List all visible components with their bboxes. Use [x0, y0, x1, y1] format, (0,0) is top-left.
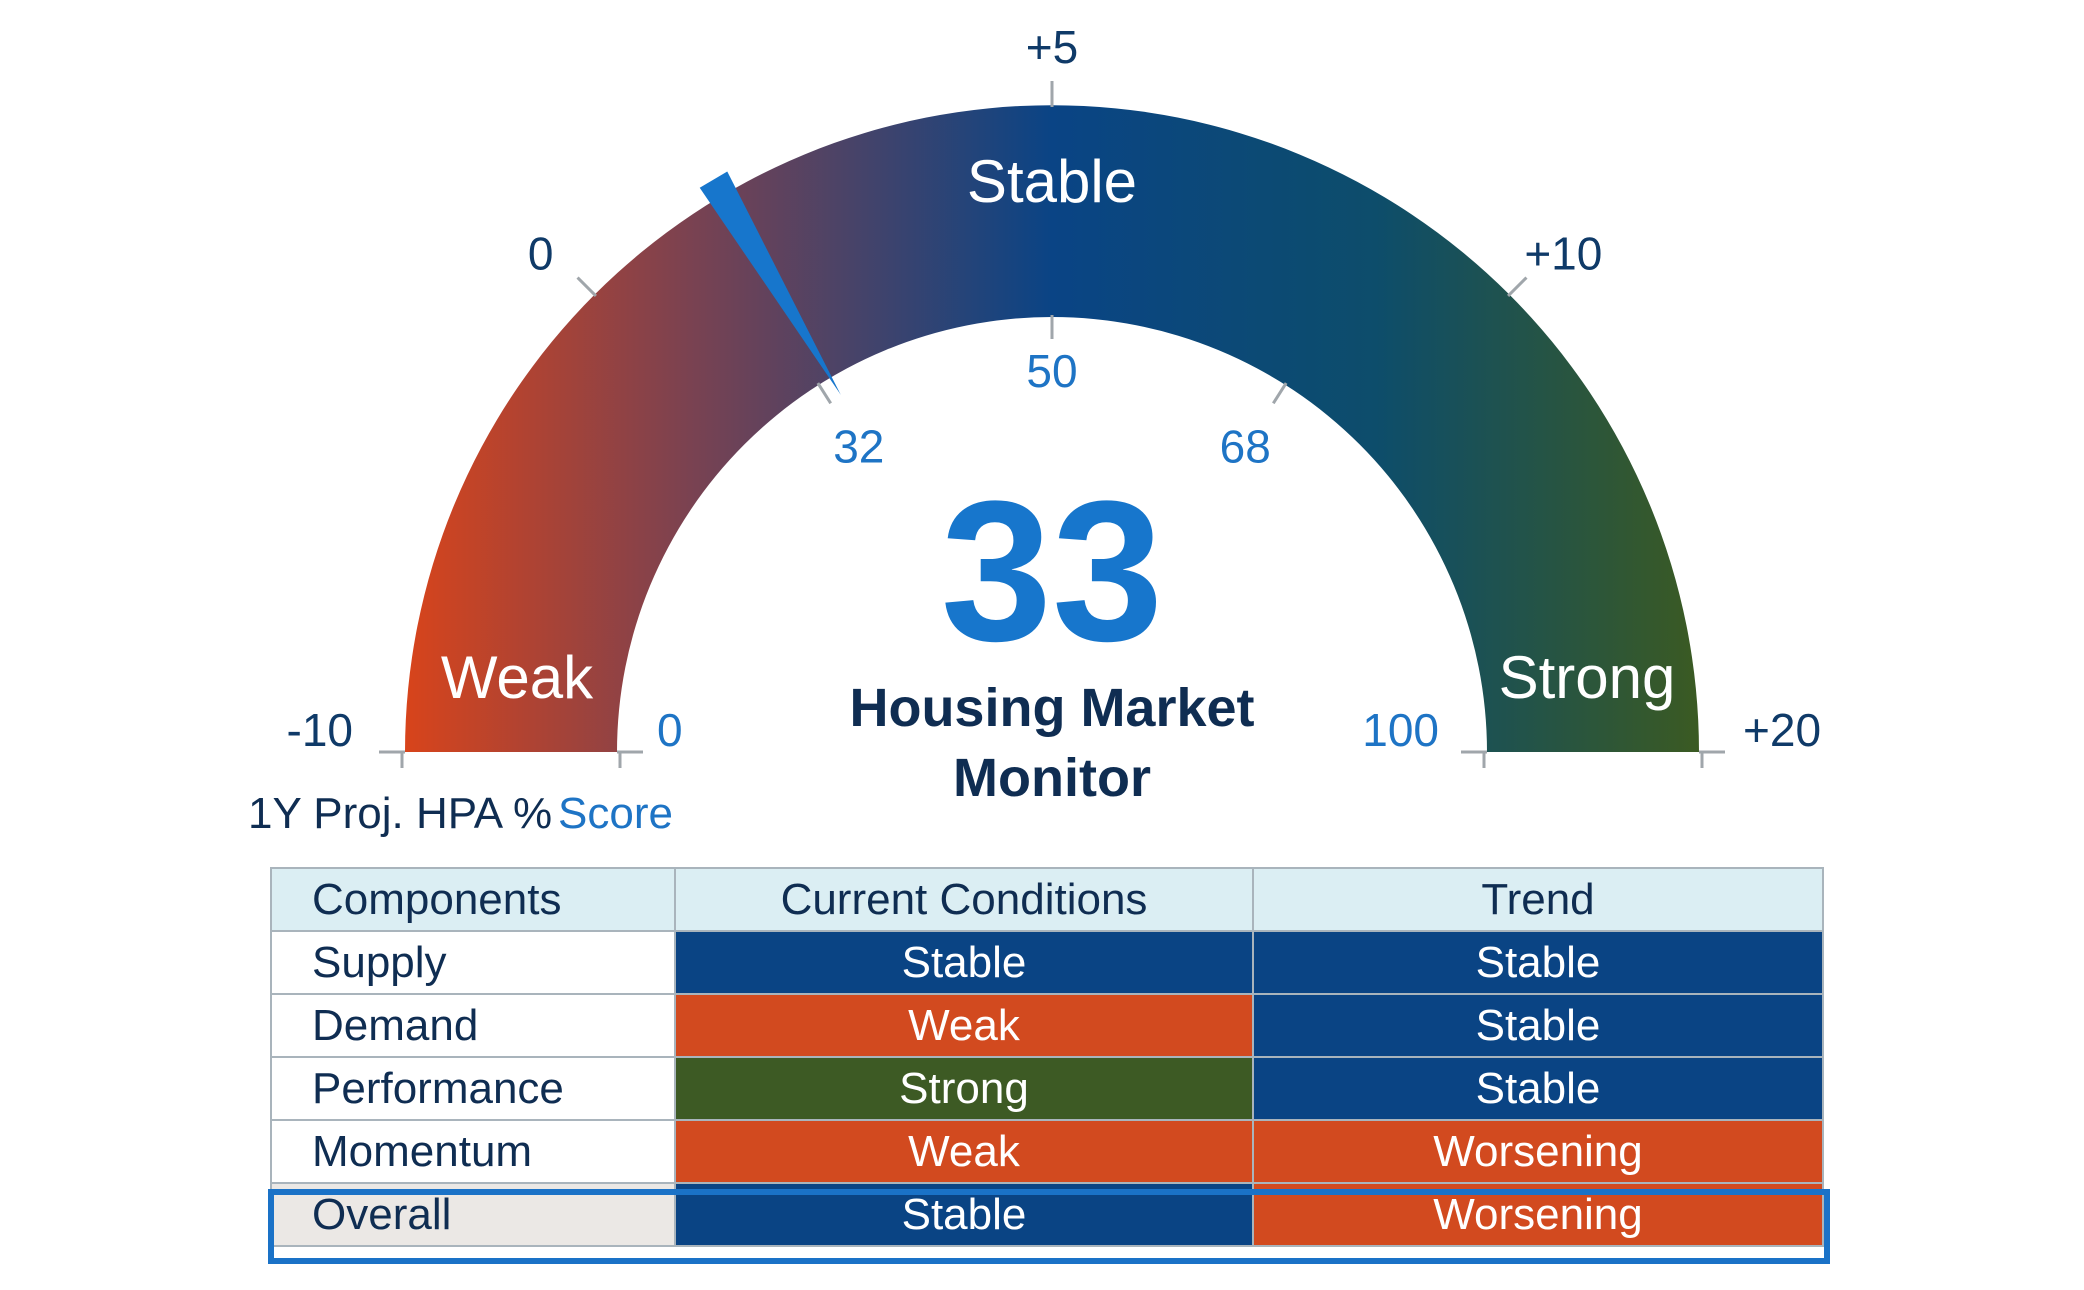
- score-axis-label: Score: [558, 789, 673, 838]
- score-tick-label: 68: [1220, 421, 1271, 473]
- hpa-tick-label: 0: [528, 227, 554, 279]
- table-row-overall: Overall Stable Worsening: [270, 1182, 1824, 1247]
- zone-label-strong: Strong: [1499, 644, 1676, 711]
- gauge-arc: [405, 105, 1699, 752]
- score-value: 33: [941, 460, 1163, 683]
- hpa-tick-label: -10: [287, 704, 353, 756]
- score-tick: [1272, 382, 1288, 405]
- zone-label-weak: Weak: [441, 644, 594, 711]
- trend-cell: Worsening: [1252, 1182, 1824, 1247]
- header-trend: Trend: [1252, 867, 1824, 932]
- trend-cell: Stable: [1252, 1056, 1824, 1121]
- score-tick-label: 50: [1026, 345, 1077, 397]
- component-cell: Momentum: [270, 1119, 676, 1184]
- current-condition-cell: Stable: [674, 1182, 1254, 1247]
- components-table: Components Current Conditions Trend Supp…: [270, 867, 1824, 1247]
- hpa-tick-label: +5: [1026, 21, 1078, 73]
- gauge-zone-labels: Weak Stable Strong: [441, 148, 1676, 711]
- hpa-axis-label: 1Y Proj. HPA %: [248, 789, 552, 838]
- gauge-tick-labels: -10 0 +5 +10 +20 0 32 50 68 100: [287, 21, 1822, 756]
- current-condition-cell: Weak: [674, 1119, 1254, 1184]
- score-tick-label: 0: [657, 704, 683, 756]
- table-row: Momentum Weak Worsening: [270, 1119, 1824, 1184]
- current-condition-cell: Weak: [674, 993, 1254, 1058]
- table-row: Demand Weak Stable: [270, 993, 1824, 1058]
- header-components: Components: [270, 867, 676, 932]
- gauge-title: Housing Market Monitor: [849, 678, 1254, 808]
- trend-cell: Stable: [1252, 930, 1824, 995]
- trend-cell: Worsening: [1252, 1119, 1824, 1184]
- score-tick: [816, 382, 832, 405]
- score-tick-label: 32: [833, 421, 884, 473]
- current-condition-cell: Strong: [674, 1056, 1254, 1121]
- header-current-conditions: Current Conditions: [674, 867, 1254, 932]
- component-cell: Performance: [270, 1056, 676, 1121]
- current-condition-cell: Stable: [674, 930, 1254, 995]
- zone-label-stable: Stable: [967, 148, 1137, 215]
- score-tick-label: 100: [1362, 704, 1439, 756]
- hpa-tick-label: +10: [1524, 227, 1602, 279]
- hpa-tick: [576, 276, 597, 297]
- hpa-tick-label: +20: [1743, 704, 1821, 756]
- gauge-needle: [699, 171, 841, 395]
- component-cell: Overall: [270, 1182, 676, 1247]
- table-row: Supply Stable Stable: [270, 930, 1824, 995]
- trend-cell: Stable: [1252, 993, 1824, 1058]
- hpa-tick: [1507, 276, 1528, 297]
- table-row: Performance Strong Stable: [270, 1056, 1824, 1121]
- gauge-ticks: [379, 81, 1725, 768]
- table-header-row: Components Current Conditions Trend: [270, 867, 1824, 932]
- component-cell: Demand: [270, 993, 676, 1058]
- component-cell: Supply: [270, 930, 676, 995]
